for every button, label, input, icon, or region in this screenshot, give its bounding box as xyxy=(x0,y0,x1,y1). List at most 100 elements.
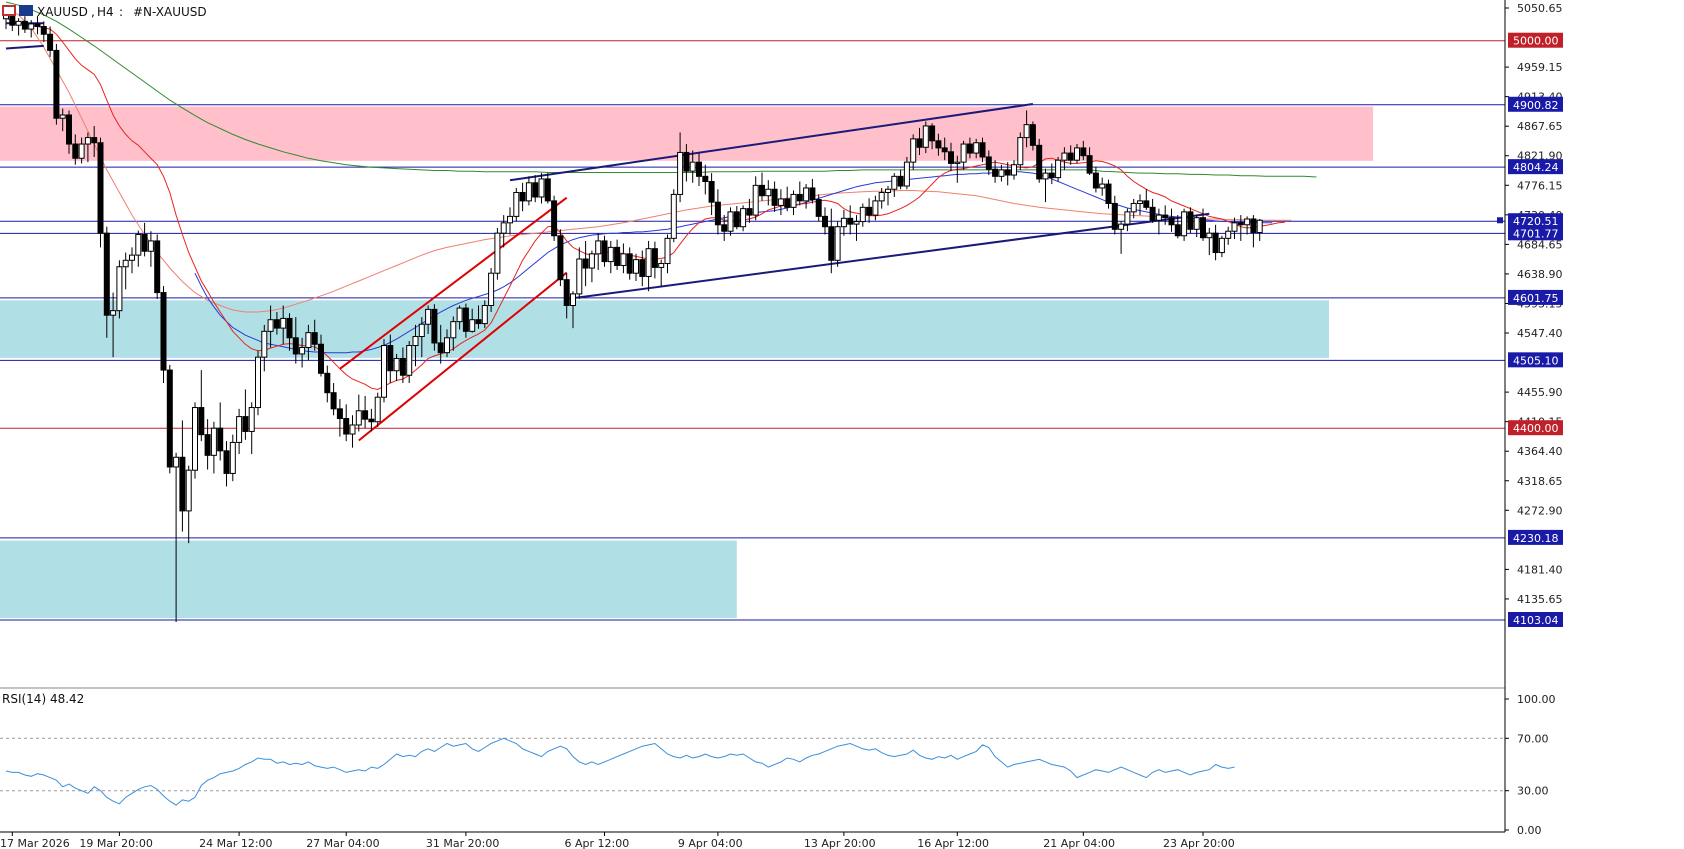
candle-body xyxy=(1029,124,1036,146)
candle-body xyxy=(1193,217,1200,230)
time-tick-label: 19 Mar 20:00 xyxy=(79,837,152,849)
candle-body xyxy=(1206,232,1213,239)
rsi-label: RSI(14) 48.42 xyxy=(2,692,84,706)
candle-body xyxy=(670,193,677,239)
candle-body xyxy=(154,240,161,294)
time-tick-label: 23 Apr 20:00 xyxy=(1163,837,1235,849)
level-tag xyxy=(1508,96,1563,112)
candle-body xyxy=(544,178,551,202)
candle-body xyxy=(922,125,929,148)
candle-body xyxy=(847,217,854,225)
candle-body xyxy=(488,272,495,307)
candle-body xyxy=(733,211,740,228)
candle-body xyxy=(406,345,413,376)
candle-body xyxy=(929,125,936,142)
candle-body xyxy=(418,323,425,338)
candle-body xyxy=(903,161,910,187)
candle-body xyxy=(1086,155,1093,174)
candle-body xyxy=(727,211,734,232)
zones-layer xyxy=(0,106,1374,619)
candle-body xyxy=(494,232,501,274)
price-tick-label: 4638.90 xyxy=(1517,268,1563,281)
candle-body xyxy=(15,20,22,26)
candle-body xyxy=(941,147,948,153)
candle-body xyxy=(689,161,696,172)
candle-body xyxy=(192,407,198,471)
ma-fast-line xyxy=(5,17,1285,391)
candle-body xyxy=(412,336,419,347)
candle-body xyxy=(40,26,47,35)
candle-body xyxy=(1067,152,1074,161)
candle-body xyxy=(570,293,576,307)
candle-body xyxy=(1187,211,1194,230)
candle-body xyxy=(664,237,671,265)
price-tick-label: 4959.15 xyxy=(1517,61,1563,74)
candle-body xyxy=(828,226,835,261)
rsi-tick-label: 70.00 xyxy=(1517,732,1549,745)
trendline-2 xyxy=(509,103,1034,182)
candles-layer xyxy=(3,8,1263,622)
candle-body xyxy=(960,143,967,163)
candle-body xyxy=(248,407,255,432)
symbol-flag-icon[interactable] xyxy=(19,5,33,16)
header-timeframe: H4 xyxy=(97,5,114,19)
candle-body xyxy=(626,253,633,274)
candle-body xyxy=(872,200,879,216)
candle-body xyxy=(1130,202,1137,213)
candle-body xyxy=(1118,223,1125,230)
candle-body xyxy=(853,221,860,225)
candle-body xyxy=(532,182,539,198)
candle-body xyxy=(1218,237,1225,254)
candle-body xyxy=(740,208,747,228)
candle-body xyxy=(72,143,79,159)
candle-body xyxy=(66,114,72,145)
candle-body xyxy=(500,222,507,234)
ma-blue-line xyxy=(194,171,1273,354)
candle-body xyxy=(324,372,331,394)
candle-body xyxy=(1237,222,1244,226)
candle-body xyxy=(658,263,665,268)
candle-body xyxy=(242,416,249,432)
candle-body xyxy=(59,114,66,119)
candle-body xyxy=(822,215,828,228)
candle-body xyxy=(141,233,148,252)
candle-body xyxy=(425,308,432,325)
candle-body xyxy=(267,319,274,332)
candle-body xyxy=(286,317,293,339)
level-tag-label: 4601.75 xyxy=(1513,292,1559,305)
candle-body xyxy=(815,199,822,217)
candle-body xyxy=(1055,159,1062,179)
candle-body xyxy=(456,307,463,323)
candle-body xyxy=(330,392,337,410)
candle-body xyxy=(1256,219,1263,234)
level-tag xyxy=(1508,289,1563,305)
candle-body xyxy=(185,469,192,512)
candle-body xyxy=(507,215,513,224)
demand-zone-1 xyxy=(0,300,1329,358)
svg-text:,: , xyxy=(91,5,95,19)
candle-body xyxy=(803,187,810,202)
candle-body xyxy=(607,246,614,263)
candle-body xyxy=(1212,232,1219,254)
candle-body xyxy=(1162,214,1169,219)
candle-body xyxy=(677,151,684,195)
candle-body xyxy=(752,184,759,216)
candle-body xyxy=(954,161,961,164)
level-tag-label: 4230.18 xyxy=(1513,532,1559,545)
price-tick-label: 4684.65 xyxy=(1517,238,1563,251)
level-tag-label: 4505.10 xyxy=(1513,354,1559,367)
candle-body xyxy=(557,235,564,281)
candle-body xyxy=(866,206,873,216)
price-tick-label: 4364.40 xyxy=(1517,445,1563,458)
candle-body xyxy=(223,450,230,474)
level-tag xyxy=(1508,529,1563,545)
candle-body xyxy=(985,156,992,170)
level-tag-label: 5000.00 xyxy=(1513,35,1559,48)
candle-body xyxy=(135,233,142,256)
level-tag-label: 4103.04 xyxy=(1513,614,1559,627)
trendline-0 xyxy=(339,196,568,370)
candle-body xyxy=(966,143,973,154)
candle-body xyxy=(588,253,595,269)
